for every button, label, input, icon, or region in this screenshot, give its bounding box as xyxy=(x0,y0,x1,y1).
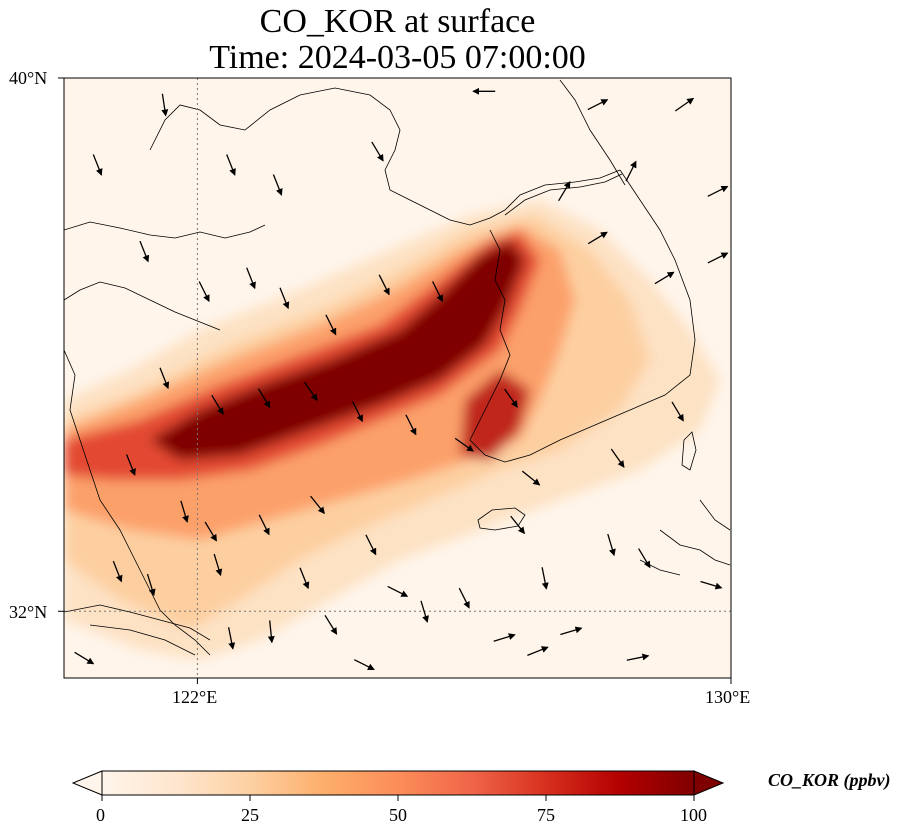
wind-arrow-1 xyxy=(92,154,103,176)
wind-arrow-45 xyxy=(541,567,549,590)
map-title-line-1: CO_KOR at surface xyxy=(259,3,536,40)
wind-arrow-18 xyxy=(325,314,337,336)
colorbar-tick-label-100: 100 xyxy=(680,805,707,825)
colorbar-tick-label-50: 50 xyxy=(389,805,407,825)
wind-arrow-39 xyxy=(112,560,123,583)
wind-arrow-46 xyxy=(607,533,616,557)
wind-arrow-52 xyxy=(420,600,429,623)
lon-tick-label-122e: 122°E xyxy=(172,687,218,707)
wind-arrow-28 xyxy=(125,454,136,476)
wind-arrow-55 xyxy=(626,653,650,661)
colorbar-label: CO_KOR (ppbv) xyxy=(768,770,891,790)
wind-arrow-36 xyxy=(510,515,526,535)
wind-arrow-20 xyxy=(432,281,443,303)
wind-arrow-9 xyxy=(707,185,729,197)
wind-arrow-40 xyxy=(146,573,156,597)
wind-arrow-27 xyxy=(504,388,518,408)
wind-arrow-7 xyxy=(674,97,695,112)
wind-arrow-37 xyxy=(610,448,625,468)
wind-arrow-22 xyxy=(211,394,224,415)
wind-vectors xyxy=(74,87,729,671)
jeju-island xyxy=(477,507,526,531)
wind-arrow-47 xyxy=(638,548,651,569)
colorbar-tick-label-25: 25 xyxy=(241,805,259,825)
wind-arrow-0 xyxy=(161,93,169,117)
colorbar-tick-label-0: 0 xyxy=(96,805,105,825)
china-north-coast xyxy=(64,221,266,239)
gridlines xyxy=(64,78,731,678)
wind-arrow-57 xyxy=(354,659,375,671)
lat-tick-label-32n: 32°N xyxy=(9,602,48,622)
wind-arrow-12 xyxy=(654,271,675,285)
wind-arrow-24 xyxy=(303,381,318,402)
wind-arrow-23 xyxy=(257,388,271,409)
wind-arrow-15 xyxy=(198,281,210,303)
wind-arrow-30 xyxy=(204,521,217,542)
wind-arrow-44 xyxy=(458,587,470,609)
korea-east-coast-north xyxy=(559,79,626,186)
wind-arrow-13 xyxy=(707,252,729,264)
wind-arrow-4 xyxy=(371,141,384,162)
wind-arrow-21 xyxy=(159,367,170,390)
wind-arrow-41 xyxy=(213,553,223,577)
wind-arrow-25 xyxy=(352,401,363,423)
wind-arrow-31 xyxy=(258,514,270,536)
china-east-coast xyxy=(64,349,211,656)
liaodong-peninsula xyxy=(149,87,506,226)
wind-arrow-35 xyxy=(521,470,541,486)
wind-arrow-3 xyxy=(272,174,283,196)
lon-tick-label-130e: 130°E xyxy=(705,687,751,707)
wind-arrow-43 xyxy=(387,585,409,597)
wind-arrow-29 xyxy=(180,500,189,523)
colorbar-gradient xyxy=(102,771,694,795)
wind-arrow-33 xyxy=(365,534,377,556)
wind-arrow-34 xyxy=(454,437,475,452)
wind-arrow-10 xyxy=(558,181,571,202)
plume-high-band xyxy=(64,232,540,480)
colorbar-extend-max xyxy=(693,770,725,796)
map-frame xyxy=(63,77,732,679)
korea-peninsula xyxy=(469,169,696,463)
wind-arrow-54 xyxy=(560,626,583,636)
tsushima-island xyxy=(681,431,697,471)
wind-arrow-16 xyxy=(246,267,256,290)
wind-arrow-58 xyxy=(527,646,549,657)
co-concentration-field xyxy=(64,200,720,660)
wind-arrow-26 xyxy=(405,414,417,436)
wind-arrow-14 xyxy=(139,240,150,263)
map-title-line-2: Time: 2024-03-05 07:00:00 xyxy=(209,39,586,76)
colorbar-tick-label-75: 75 xyxy=(537,805,555,825)
colorbar xyxy=(71,770,725,801)
wind-arrow-32 xyxy=(310,495,325,515)
yangtze-estuary xyxy=(64,604,211,656)
wind-arrow-11 xyxy=(587,231,608,245)
wind-arrow-6 xyxy=(587,99,609,111)
wind-arrow-19 xyxy=(378,274,390,296)
wind-arrow-49 xyxy=(227,627,236,650)
wind-arrow-38 xyxy=(671,401,684,422)
coastlines xyxy=(64,79,731,656)
wind-arrow-48 xyxy=(700,580,723,590)
wind-arrow-2 xyxy=(226,154,236,176)
lat-tick-label-40n: 40°N xyxy=(9,68,48,88)
wind-arrow-8 xyxy=(625,160,637,182)
shandong-peninsula xyxy=(64,281,221,331)
wind-arrow-56 xyxy=(74,651,95,665)
plume-core xyxy=(150,240,525,460)
map-area xyxy=(64,78,731,678)
wind-arrow-17 xyxy=(279,287,290,310)
wind-arrow-42 xyxy=(299,567,310,590)
wind-arrow-50 xyxy=(267,620,275,644)
colorbar-extend-min xyxy=(71,770,103,796)
wind-arrow-51 xyxy=(324,614,338,635)
secondary-plume xyxy=(460,370,530,460)
wind-arrow-53 xyxy=(493,633,516,642)
